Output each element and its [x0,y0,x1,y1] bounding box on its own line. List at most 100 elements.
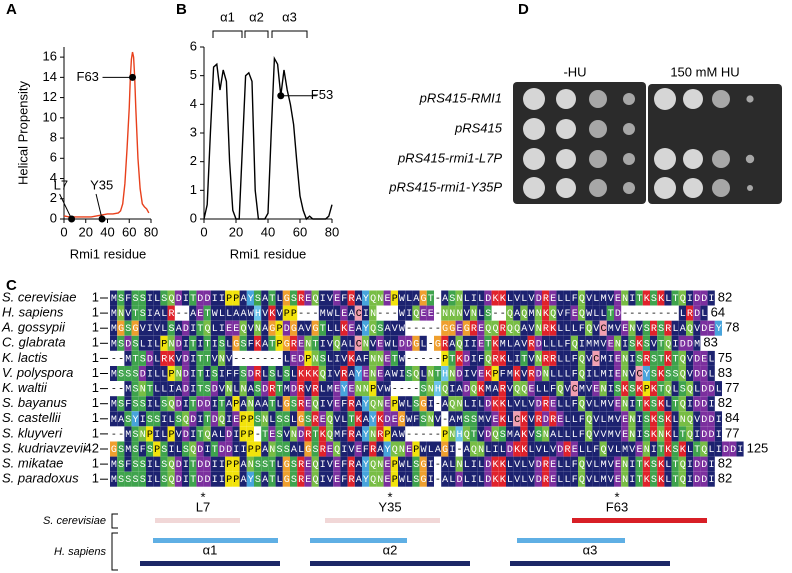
residue: E [615,354,621,365]
residue-bg [534,350,542,366]
residue-bg [182,441,190,457]
residue: D [694,369,700,380]
residue: L [593,475,599,486]
residue-bg [700,411,708,427]
residue-bg [218,411,226,427]
residue: Y [248,475,254,486]
residue-bg [297,381,305,397]
residue-bg [124,381,132,397]
residue-bg [470,381,478,397]
residue-bg [556,305,564,321]
residue: E [615,475,621,486]
y-tick-label: 8 [50,129,57,144]
residue-bg [218,320,226,336]
residue-bg [117,305,125,321]
residue: W [399,309,405,320]
residue-bg [117,471,125,487]
residue-bg [556,366,564,381]
start-number: 1 [92,350,99,365]
residue: L [593,399,599,410]
residue: T [673,354,679,365]
colony-spot [523,88,545,110]
residue: P [392,460,398,471]
residue-bg [700,396,708,412]
residue: Q [665,384,671,395]
residue: L [421,339,427,350]
residue-bg [700,350,708,366]
y-tick-label: 4 [190,96,197,111]
residue: L [392,339,398,350]
residue-bg [304,366,312,381]
residue: L [521,475,527,486]
residue-bg [160,381,168,397]
residue: I [327,369,333,380]
residue-bg [318,471,326,487]
residue-bg [570,426,578,442]
residue-bg [527,305,535,321]
residue: V [464,309,470,320]
residue: K [658,294,664,305]
residue-bg [585,456,593,472]
residue-bg [261,456,269,472]
residue-bg [506,350,514,366]
residue-bg [650,366,658,381]
residue: P [154,445,160,456]
residue: T [197,384,203,395]
residue: V [593,414,599,425]
residue-bg [225,456,233,472]
residue-bg [506,305,514,321]
residue-bg [693,320,701,336]
residue: M [608,430,614,441]
residue-bg [239,411,247,427]
residue-bg [376,320,384,336]
y-tick-label: 6 [190,38,197,53]
x-axis-label: Rmi1 residue [70,246,147,261]
residue: V [586,460,592,471]
residue: Q [586,430,592,441]
residue-bg [333,426,341,442]
y-tick-label: 2 [50,190,57,205]
residue: L [154,460,160,471]
residue: S [255,384,261,395]
residue: K [680,445,686,456]
residue-bg [318,381,326,397]
residue: S [284,369,290,380]
residue: I [471,294,477,305]
residue-bg [153,335,161,351]
residue: L [565,324,571,335]
residue: V [435,414,441,425]
residue-bg [354,456,362,472]
residue-bg [419,381,427,397]
residue-bg [232,335,240,351]
residue: P [241,430,247,441]
residue: R [500,384,506,395]
residue-bg [534,305,542,321]
residue: M [593,339,599,350]
residue: L [565,399,571,410]
residue-bg [347,290,355,306]
residue-bg [657,320,665,336]
residue-bg [513,456,521,472]
residue: S [644,430,650,441]
residue: Q [493,324,499,335]
residue-bg [189,471,197,487]
condition-label: 150 mM HU [670,64,739,79]
residue-bg [549,366,557,381]
residue-bg [318,441,326,457]
residue: C [356,309,362,320]
residue: I [637,414,643,425]
residue-bg [549,290,557,306]
residue-bg [513,290,521,306]
residue: L [709,445,715,456]
residue: N [622,354,628,365]
residue: L [565,294,571,305]
residue: K [651,430,657,441]
residue-bg [570,335,578,351]
residue: V [334,369,340,380]
residue-bg [174,426,182,442]
residue: E [320,414,326,425]
residue: S [644,339,650,350]
residue-bg [534,396,542,412]
residue-bg [563,426,571,442]
residue-bg [268,366,276,381]
